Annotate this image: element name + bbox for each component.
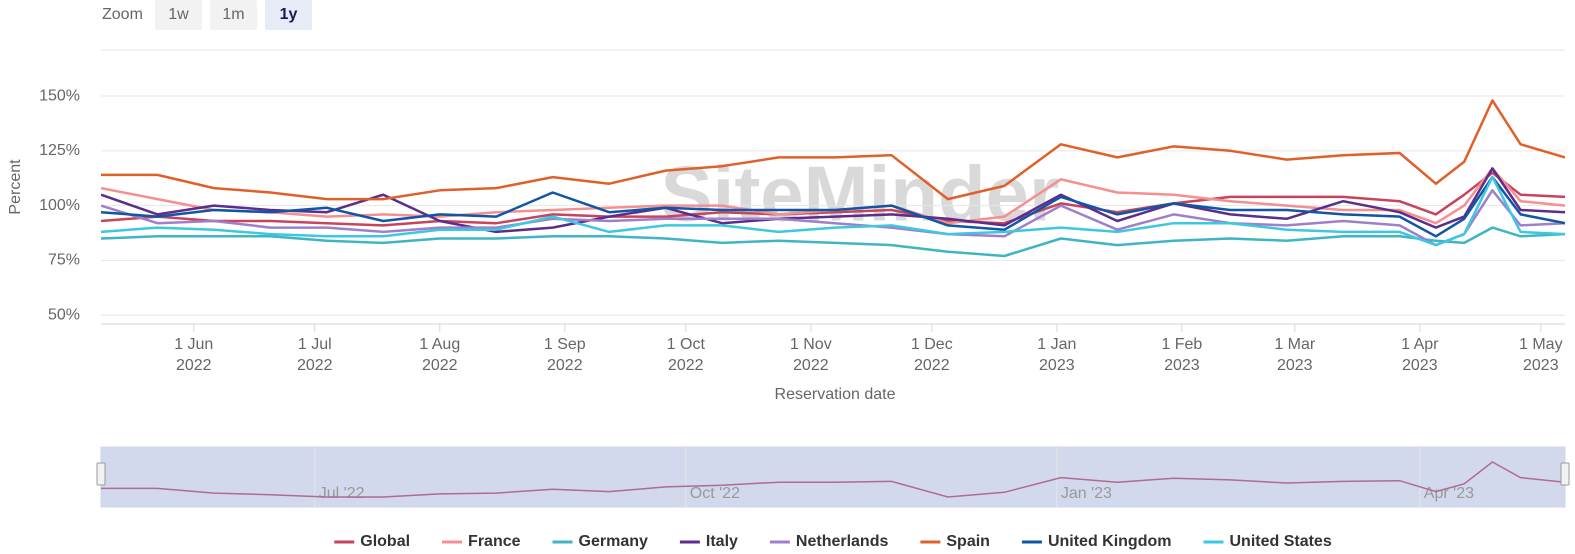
legend-label[interactable]: Italy bbox=[706, 533, 738, 550]
navigator-tick-label: Jan '23 bbox=[1061, 485, 1112, 502]
x-tick-sublabel: 2023 bbox=[1523, 357, 1559, 374]
zoom-button-label[interactable]: 1m bbox=[222, 6, 244, 23]
legend-label[interactable]: Spain bbox=[946, 533, 990, 550]
x-tick-label: 1 May bbox=[1519, 336, 1563, 353]
x-tick-label: 1 Sep bbox=[544, 336, 586, 353]
series-line bbox=[101, 99, 1565, 201]
x-tick-label: 1 Dec bbox=[911, 336, 953, 353]
series-line bbox=[101, 175, 1565, 247]
legend-label[interactable]: Global bbox=[360, 533, 410, 550]
zoom-button[interactable] bbox=[210, 0, 257, 30]
zoom-button[interactable] bbox=[155, 0, 202, 30]
x-tick-label: 1 Apr bbox=[1401, 336, 1439, 353]
legend-label[interactable]: Netherlands bbox=[796, 533, 889, 550]
x-tick-sublabel: 2022 bbox=[914, 357, 950, 374]
x-axis-title: Reservation date bbox=[775, 386, 896, 403]
x-tick-label: 1 Jul bbox=[298, 336, 332, 353]
x-tick-label: 1 Aug bbox=[419, 336, 460, 353]
series-line bbox=[101, 226, 1565, 258]
x-tick-sublabel: 2022 bbox=[793, 357, 829, 374]
y-tick-label: 125% bbox=[39, 142, 80, 159]
x-tick-sublabel: 2022 bbox=[176, 357, 212, 374]
legend-label[interactable]: Germany bbox=[579, 533, 648, 550]
x-tick-label: 1 Feb bbox=[1161, 336, 1202, 353]
x-tick-sublabel: 2023 bbox=[1402, 357, 1438, 374]
zoom-button-label[interactable]: 1w bbox=[168, 6, 189, 23]
navigator-tick-label: Oct '22 bbox=[690, 485, 740, 502]
navigator-handle[interactable] bbox=[96, 462, 106, 486]
x-tick-sublabel: 2023 bbox=[1039, 357, 1075, 374]
y-tick-label: 150% bbox=[39, 87, 80, 104]
navigator-tick-label: Apr '23 bbox=[1424, 485, 1474, 502]
x-tick-sublabel: 2022 bbox=[422, 357, 458, 374]
x-tick-sublabel: 2023 bbox=[1164, 357, 1200, 374]
y-tick-label: 75% bbox=[48, 252, 80, 269]
y-tick-label: 100% bbox=[39, 197, 80, 214]
series-line bbox=[101, 175, 1565, 238]
x-tick-label: 1 Mar bbox=[1274, 336, 1316, 353]
zoom-button[interactable] bbox=[265, 0, 312, 30]
series-line bbox=[101, 167, 1565, 234]
navigator-tick-label: Jul '22 bbox=[319, 485, 365, 502]
x-tick-sublabel: 2022 bbox=[668, 357, 704, 374]
series-line bbox=[101, 171, 1565, 227]
x-tick-label: 1 Jan bbox=[1037, 336, 1076, 353]
y-axis-title: Percent bbox=[7, 159, 24, 215]
navigator-line bbox=[101, 461, 1566, 498]
x-tick-sublabel: 2022 bbox=[547, 357, 583, 374]
x-tick-label: 1 Oct bbox=[667, 336, 706, 353]
navigator-handle[interactable] bbox=[1560, 462, 1570, 486]
x-tick-label: 1 Nov bbox=[790, 336, 832, 353]
legend-label[interactable]: United Kingdom bbox=[1048, 533, 1172, 550]
series-line bbox=[101, 189, 1565, 247]
legend-label[interactable]: France bbox=[468, 533, 521, 550]
x-tick-label: 1 Jun bbox=[174, 336, 213, 353]
zoom-label: Zoom bbox=[102, 6, 143, 23]
zoom-button-label[interactable]: 1y bbox=[280, 6, 298, 23]
y-tick-label: 50% bbox=[48, 306, 80, 323]
legend-label[interactable]: United States bbox=[1229, 533, 1331, 550]
x-tick-sublabel: 2023 bbox=[1277, 357, 1313, 374]
x-tick-sublabel: 2022 bbox=[297, 357, 333, 374]
